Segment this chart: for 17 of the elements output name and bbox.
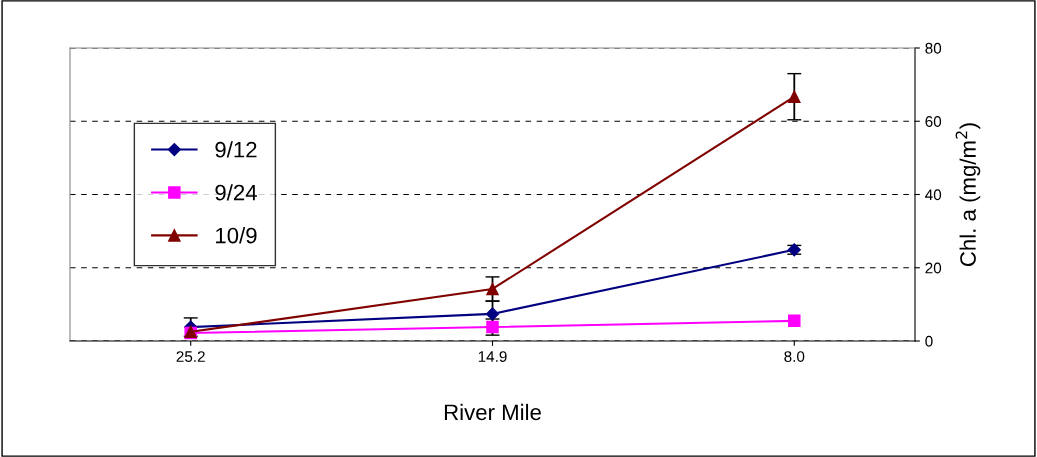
- y-tick-label: 40: [925, 189, 942, 201]
- x-tick-label: 8.0: [784, 351, 805, 362]
- x-tick-label: 14.9: [478, 351, 507, 362]
- point: [485, 307, 500, 321]
- y-tick-label: 60: [925, 116, 942, 127]
- x-tick-label: 25.2: [176, 351, 205, 362]
- point: [788, 314, 801, 328]
- legend-label: 10/9: [216, 227, 257, 244]
- point: [486, 282, 499, 296]
- legend-label: 9/12: [215, 141, 257, 158]
- x-axis-title: River Mile: [444, 403, 541, 421]
- y-tick-label: 20: [925, 262, 942, 274]
- legend-label: 9/24: [215, 184, 257, 201]
- y-axis-title: Chl. a (mg/m$^{2}$): [955, 123, 981, 267]
- point: [788, 90, 801, 103]
- y-tick-label: 80: [925, 42, 942, 54]
- y-tick-label: 0: [925, 335, 933, 347]
